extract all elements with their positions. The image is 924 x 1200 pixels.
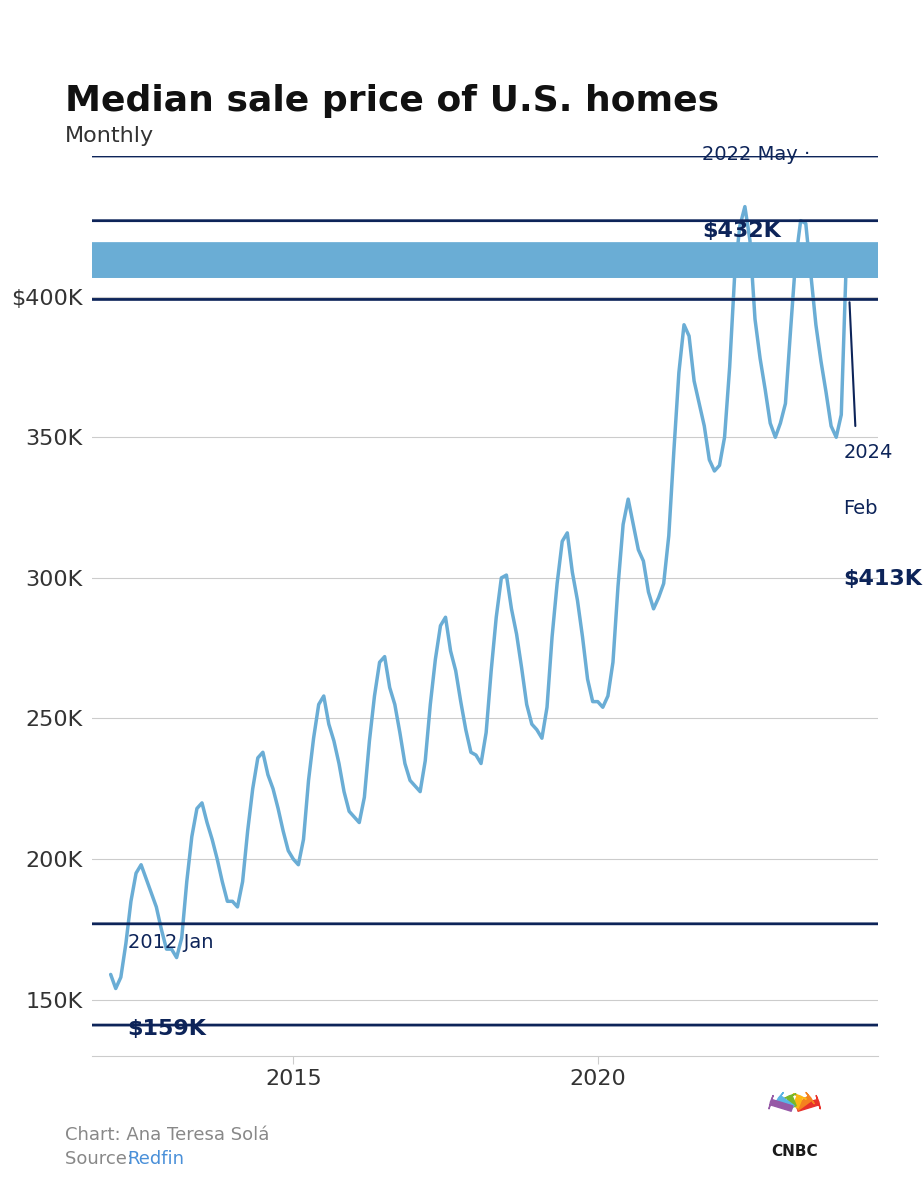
Text: Chart: Ana Teresa Solá: Chart: Ana Teresa Solá	[65, 1126, 269, 1144]
Text: Feb: Feb	[844, 499, 878, 518]
Text: $432K: $432K	[702, 221, 781, 241]
Circle shape	[0, 244, 924, 277]
Text: Source:: Source:	[65, 1150, 139, 1168]
Text: Redfin: Redfin	[128, 1150, 185, 1168]
Text: $413K: $413K	[844, 570, 922, 589]
Text: Median sale price of U.S. homes: Median sale price of U.S. homes	[65, 84, 719, 118]
Text: CNBC: CNBC	[772, 1144, 818, 1159]
Text: 2024: 2024	[844, 443, 893, 462]
FancyArrowPatch shape	[793, 1094, 807, 1108]
Text: Monthly: Monthly	[65, 126, 153, 146]
Text: 2022 May ·: 2022 May ·	[702, 145, 810, 164]
FancyArrowPatch shape	[796, 1096, 821, 1111]
Text: 2012 Jan: 2012 Jan	[128, 932, 213, 952]
FancyArrowPatch shape	[769, 1096, 793, 1111]
FancyArrowPatch shape	[775, 1092, 794, 1110]
Text: $159K: $159K	[128, 1020, 207, 1039]
FancyArrowPatch shape	[796, 1092, 814, 1110]
FancyArrowPatch shape	[783, 1094, 796, 1108]
